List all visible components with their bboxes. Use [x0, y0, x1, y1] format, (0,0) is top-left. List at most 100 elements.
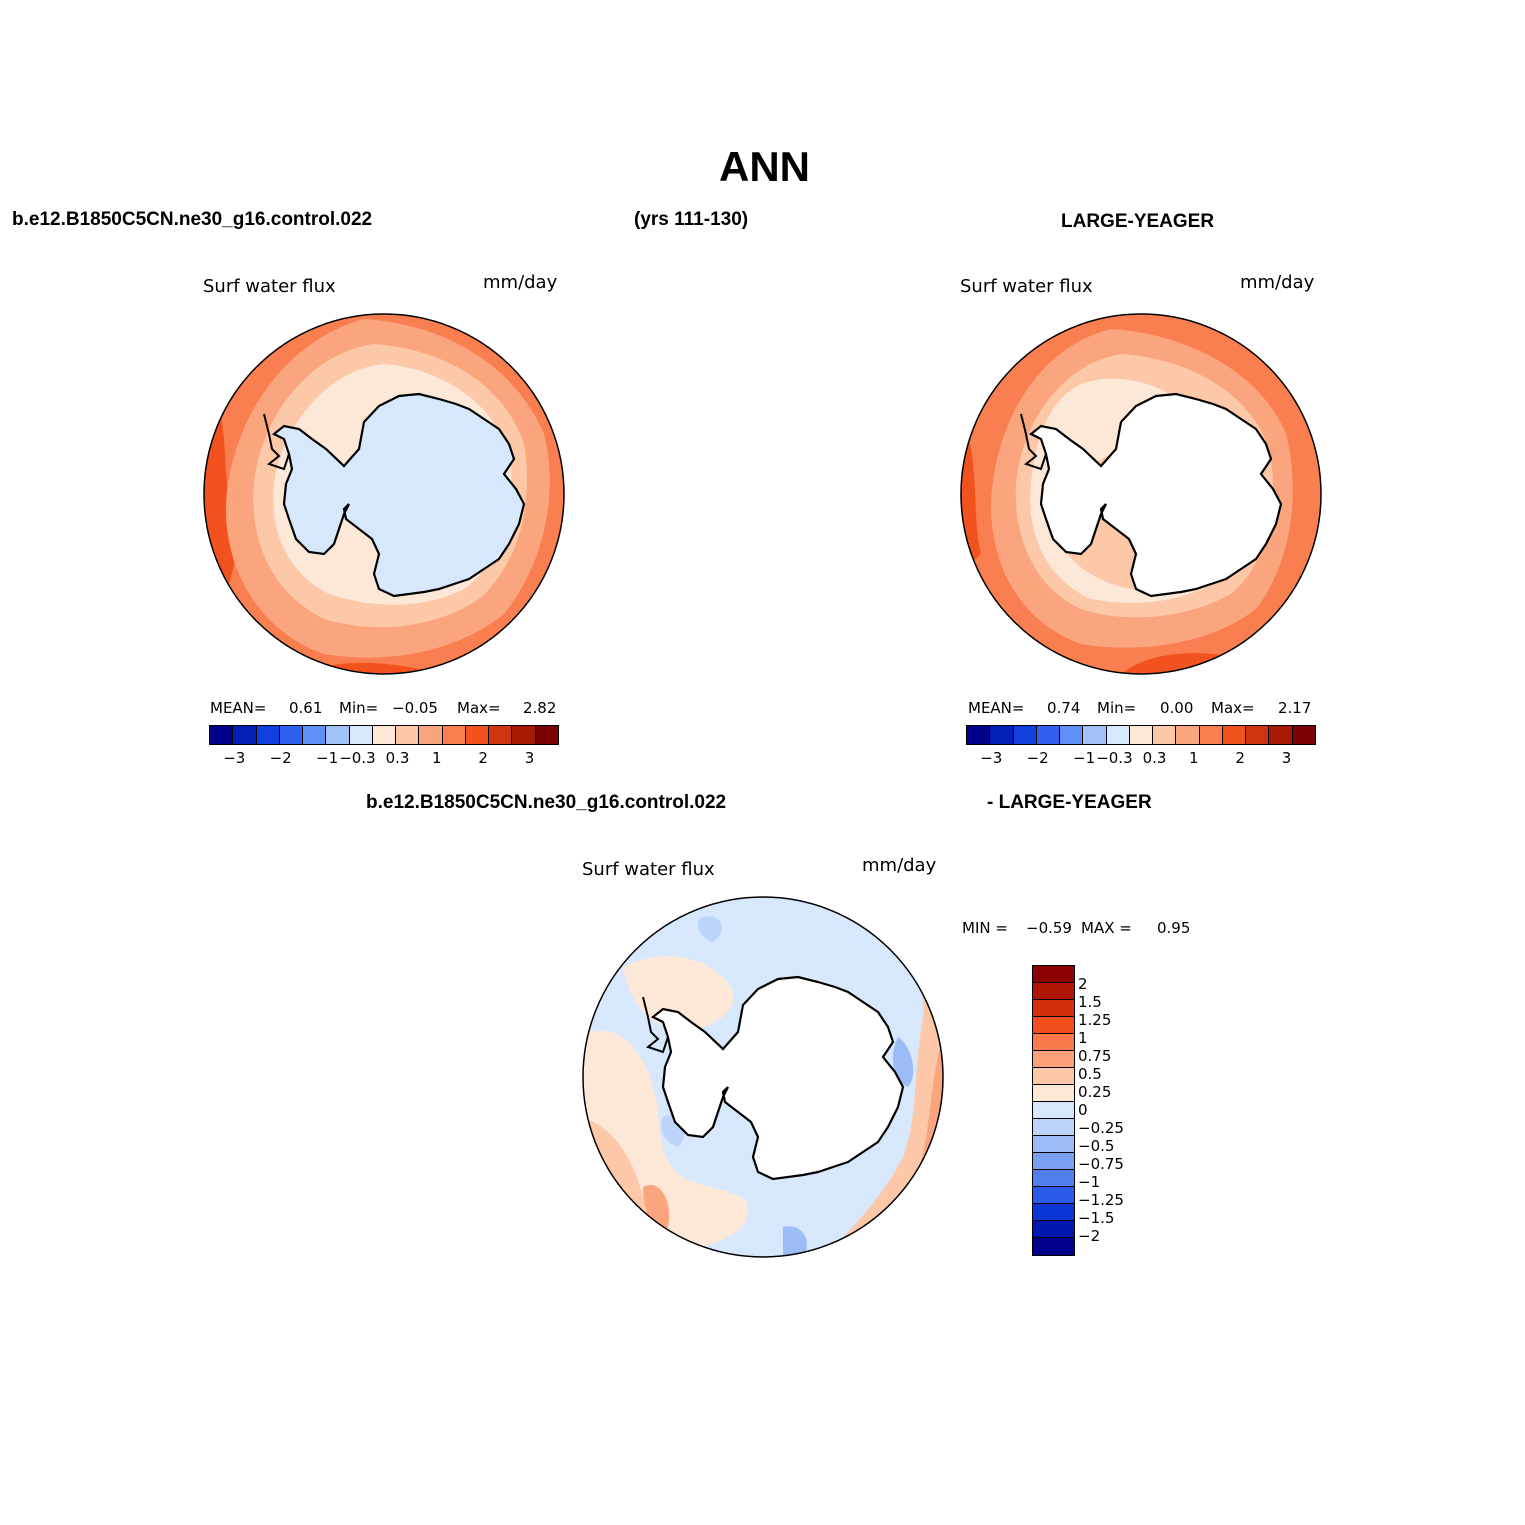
- diff-case-name: b.e12.B1850C5CN.ne30_g16.control.022: [366, 792, 727, 813]
- obs-colorbar-swatch: [1153, 726, 1177, 744]
- model-land-peninsula: [263, 413, 290, 471]
- model-colorbar-tick-label: −3: [223, 749, 246, 767]
- diff-field-pos-right: [823, 897, 943, 1257]
- model-mean-label: MEAN=: [210, 699, 267, 717]
- model-variable-label: Surf water flux: [203, 276, 336, 297]
- model-colorbar-swatch: [256, 726, 280, 744]
- model-colorbar-swatch: [396, 726, 420, 744]
- obs-colorbar-swatch: [1199, 726, 1223, 744]
- model-colorbar-swatch: [303, 726, 327, 744]
- diff-max-label: MAX =: [1081, 919, 1132, 937]
- diff-colorbar: [1032, 965, 1075, 1256]
- obs-colorbar-swatch: [1129, 726, 1154, 744]
- obs-colorbar-swatch: [1106, 726, 1130, 744]
- obs-colorbar-swatch: [1292, 726, 1315, 744]
- model-colorbar-swatch: [489, 726, 513, 744]
- model-colorbar: [209, 725, 559, 745]
- diff-colorbar-tick-label: −2: [1078, 1227, 1101, 1245]
- model-land-antarctica: [271, 392, 526, 598]
- model-units-label: mm/day: [483, 272, 558, 293]
- obs-colorbar-swatch: [1036, 726, 1061, 744]
- obs-mean-label: MEAN=: [968, 699, 1025, 717]
- model-min-label: Min=: [339, 699, 379, 717]
- diff-max-value: 0.95: [1157, 919, 1191, 937]
- model-colorbar-swatch: [349, 726, 373, 744]
- model-max-label: Max=: [457, 699, 501, 717]
- obs-colorbar-swatch: [1246, 726, 1270, 744]
- obs-colorbar-swatch: [1269, 726, 1293, 744]
- diff-min-label: MIN =: [962, 919, 1008, 937]
- obs-colorbar-swatch: [1013, 726, 1037, 744]
- model-colorbar-swatch: [279, 726, 304, 744]
- obs-colorbar-tick-label: 1: [1189, 749, 1199, 767]
- diff-colorbar-swatch: [1033, 1068, 1074, 1085]
- diff-colorbar-swatch: [1033, 1238, 1074, 1255]
- diff-colorbar-tick-label: −1: [1078, 1173, 1101, 1191]
- model-colorbar-swatch: [442, 726, 466, 744]
- diff-land-antarctica: [650, 975, 905, 1181]
- obs-variable-label: Surf water flux: [960, 276, 1093, 297]
- obs-units-label: mm/day: [1240, 272, 1315, 293]
- model-polar-map: [203, 313, 565, 675]
- model-colorbar-tick-label: 1: [432, 749, 442, 767]
- obs-land-antarctica: [1028, 392, 1283, 598]
- model-colorbar-swatch: [512, 726, 536, 744]
- obs-min-value: 0.00: [1160, 699, 1194, 717]
- model-colorbar-tick-label: 0.3: [385, 749, 410, 767]
- figure-title: ANN: [719, 143, 810, 190]
- obs-colorbar-swatch: [967, 726, 991, 744]
- obs-land-peninsula: [1020, 413, 1047, 471]
- model-colorbar-tick-label: 3: [524, 749, 535, 767]
- diff-colorbar-tick-label: 2: [1078, 975, 1088, 993]
- obs-polar-map: [960, 313, 1322, 675]
- diff-units-label: mm/day: [862, 855, 937, 876]
- diff-colorbar-tick-label: −1.25: [1078, 1191, 1124, 1209]
- obs-map-border: [960, 313, 1322, 675]
- diff-colorbar-swatch: [1033, 1170, 1074, 1187]
- diff-colorbar-swatch: [1033, 1000, 1074, 1017]
- model-max-value: 2.82: [523, 699, 557, 717]
- diff-field-pos-lower-left-core: [643, 1185, 670, 1230]
- obs-colorbar-tick-label: 0.3: [1142, 749, 1167, 767]
- diff-colorbar-swatch: [1033, 1017, 1074, 1034]
- diff-colorbar-tick-label: 1.5: [1078, 993, 1102, 1011]
- obs-colorbar-swatch: [1176, 726, 1200, 744]
- obs-colorbar-tick-label: 3: [1281, 749, 1292, 767]
- obs-name: LARGE-YEAGER: [1061, 211, 1215, 232]
- diff-variable-label: Surf water flux: [582, 859, 715, 880]
- obs-colorbar-tick-label: −2: [1026, 749, 1049, 767]
- obs-colorbar-swatch: [1222, 726, 1247, 744]
- obs-colorbar-tick-label: −3: [980, 749, 1003, 767]
- diff-colorbar-tick-label: 1.25: [1078, 1011, 1112, 1029]
- diff-colorbar-swatch: [1033, 1221, 1074, 1238]
- diff-colorbar-tick-label: 0: [1078, 1101, 1088, 1119]
- model-colorbar-tick-label: −0.3: [339, 749, 376, 767]
- diff-colorbar-swatch: [1033, 1119, 1074, 1136]
- obs-colorbar: [966, 725, 1316, 745]
- diff-colorbar-swatch: [1033, 1102, 1074, 1119]
- obs-colorbar-swatch: [1060, 726, 1084, 744]
- diff-field-neg-spot-bottom: [783, 1226, 807, 1257]
- diff-colorbar-swatch: [1033, 1187, 1074, 1204]
- obs-colorbar-tick-label: −0.3: [1096, 749, 1133, 767]
- diff-colorbar-tick-label: 0.5: [1078, 1065, 1102, 1083]
- model-colorbar-swatch: [233, 726, 257, 744]
- diff-colorbar-tick-label: −0.75: [1078, 1155, 1124, 1173]
- model-colorbar-tick-label: 2: [478, 749, 488, 767]
- diff-min-value: −0.59: [1026, 919, 1072, 937]
- obs-max-value: 2.17: [1278, 699, 1312, 717]
- model-colorbar-tick-label: −2: [269, 749, 292, 767]
- diff-colorbar-swatch: [1033, 983, 1074, 1000]
- diff-obs-name: - LARGE-YEAGER: [987, 792, 1152, 813]
- model-mean-value: 0.61: [289, 699, 323, 717]
- model-colorbar-swatch: [465, 726, 490, 744]
- model-colorbar-swatch: [210, 726, 234, 744]
- diff-colorbar-swatch: [1033, 1136, 1074, 1153]
- diff-colorbar-tick-label: −0.5: [1078, 1137, 1115, 1155]
- diff-colorbar-swatch: [1033, 1034, 1074, 1051]
- diff-colorbar-tick-label: 1: [1078, 1029, 1088, 1047]
- diff-polar-map: [582, 896, 944, 1258]
- diff-field-neg-spot-right: [892, 1037, 914, 1087]
- obs-field-ring1: [1030, 378, 1221, 603]
- model-colorbar-tick-label: −1: [316, 749, 339, 767]
